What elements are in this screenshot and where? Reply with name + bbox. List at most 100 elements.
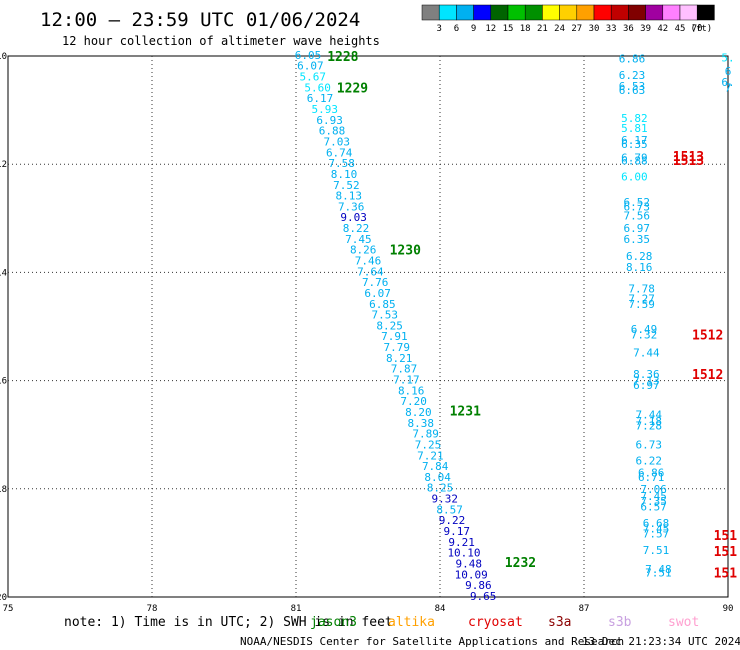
wave-height-point: 5.82 [621, 112, 648, 125]
wave-height-point: 6.71 [638, 471, 665, 484]
colorbar-tick-label: 33 [606, 24, 617, 34]
wave-height-point: 9.86 [465, 579, 492, 592]
wave-height-point: 7.58 [328, 157, 355, 170]
colorbar-swatch [473, 4, 492, 21]
wave-height-point: 6.73 [624, 200, 651, 213]
colorbar-swatch [679, 4, 698, 21]
wave-height-point: 6.52 [624, 196, 651, 209]
wave-height-point: 6.17 [621, 134, 648, 147]
colorbar-swatch [507, 4, 526, 21]
wave-height-point: 7.48 [645, 563, 672, 576]
wave-height-point: 6.17 [307, 92, 334, 105]
colorbar-swatch [628, 4, 646, 21]
wave-height-point: 6. [721, 76, 734, 89]
y-tick-label: -16 [0, 377, 7, 387]
pass-label: 151 [714, 545, 738, 560]
x-tick-label: 84 [435, 604, 446, 614]
wave-height-point: 6.00 [621, 171, 648, 184]
wave-height-point: 7.59 [628, 298, 655, 311]
wave-height-point: 6.22 [636, 455, 663, 468]
wave-height-point: 7.78 [628, 283, 655, 296]
wave-height-point: 6.74 [326, 146, 353, 159]
wave-height-point: 6.57 [640, 501, 667, 514]
wave-height-point: 9.21 [448, 536, 475, 549]
colorbar-swatch [593, 4, 612, 21]
colorbar-tick-label: 24 [554, 24, 565, 34]
colorbar-swatch [610, 4, 629, 21]
colorbar-tick-label: 45 [675, 24, 686, 34]
wave-height-point: 7.89 [412, 428, 439, 441]
wave-height-point: 8.13 [336, 190, 363, 203]
wave-height-point: 7.44 [633, 346, 660, 359]
satellite-legend-item: s3a [548, 615, 571, 630]
colorbar-tick-label: 18 [520, 24, 531, 34]
chart-subtitle: 12 hour collection of altimeter wave hei… [62, 34, 380, 48]
colorbar-swatch [438, 4, 457, 21]
wave-height-point: 6.07 [364, 287, 391, 300]
satellite-legend-item: s3b [608, 615, 632, 630]
pass-label: 1513 [673, 154, 704, 169]
footer-note: note: 1) Time is in UTC; 2) SWH is in fe… [64, 615, 393, 630]
pass-label: 1513 [673, 150, 704, 165]
wave-height-point: 7.64 [357, 265, 384, 278]
x-tick-label: 81 [291, 604, 302, 614]
pass-label: 1512 [692, 329, 723, 344]
wave-height-point: 7.91 [381, 330, 408, 343]
satellite-legend: jason3 altika cryosat s3a s3b swot [310, 615, 699, 630]
x-tick-label: 87 [579, 604, 590, 614]
wave-height-point: 7.45 [640, 490, 667, 503]
wave-height-point: 6.35 [621, 138, 648, 151]
wave-height-point: 6.23 [619, 69, 646, 82]
wave-height-point: 7.87 [391, 363, 418, 376]
wave-height-point: 7.84 [422, 460, 449, 473]
colorbar-tick-label: 6 [454, 24, 459, 34]
wave-height-point: 7 [725, 81, 732, 94]
wave-height-point: 8.16 [398, 384, 425, 397]
wave-height-point: 6 [725, 65, 732, 78]
wave-height-point: 9.17 [444, 525, 471, 538]
colorbar-unit: (ft) [691, 24, 713, 34]
satellite-legend-item: swot [668, 615, 699, 630]
wave-height-point: 8.21 [386, 352, 413, 365]
wave-height-point: 7.57 [643, 528, 670, 541]
pass-labels: 1228122912301231123215131513151215121511… [327, 50, 737, 582]
wave-height-point: 7.32 [631, 329, 658, 342]
pass-label: 151 [714, 529, 738, 544]
pass-label: 1512 [692, 368, 723, 383]
pass-label: 151 [714, 567, 738, 582]
wave-height-point: 6.93 [316, 114, 343, 127]
colorbar-tick-label: 27 [571, 24, 582, 34]
pass-label: 1229 [337, 81, 368, 96]
colorbar-swatch [645, 4, 664, 21]
colorbar-swatch [542, 4, 560, 21]
wave-height-point: 6.49 [631, 323, 658, 336]
x-tick-label: 78 [147, 604, 158, 614]
colorbar-tick-label: 42 [657, 24, 668, 34]
wave-height-point: 7.18 [636, 415, 663, 428]
colorbar-tick-label: 3 [436, 24, 441, 34]
wave-height-point: 6.88 [621, 154, 648, 167]
pass-label: 1232 [505, 556, 536, 571]
chart-title: 12:00 – 23:59 UTC 01/06/2024 [40, 9, 360, 31]
x-tick-label: 75 [3, 604, 14, 614]
colorbar-tick-label: 39 [640, 24, 651, 34]
wave-height-point: 6.97 [633, 379, 660, 392]
wave-height-point: 7.51 [643, 544, 670, 557]
colorbar-legend: 3 6 9 12 15 18 21 24 27 30 33 36 39 42 45 70(ft) [421, 4, 715, 34]
wave-height-point: 6.85 [369, 298, 396, 311]
footer-timestamp: 13 Dec 21:23:34 UTC 2024 [582, 635, 740, 648]
wave-height-point: 6.68 [643, 517, 670, 530]
wave-height-point: 7.25 [415, 438, 442, 451]
wave-height-points: 6.056.075.675.606.175.936.936.887.036.74… [295, 49, 735, 603]
wave-height-point: 6.35 [624, 233, 651, 246]
wave-height-point: 10.10 [447, 547, 480, 560]
wave-height-point: 5.93 [312, 103, 339, 116]
grid-lines [8, 56, 728, 597]
wave-height-point: 8.36 [633, 368, 660, 381]
wave-height-point: 7.06 [640, 483, 667, 496]
satellite-legend-item: cryosat [468, 615, 523, 630]
wave-height-point: 7.13 [633, 375, 660, 388]
wave-height-point: 7.53 [372, 309, 399, 322]
y-tick-label: -14 [0, 268, 7, 278]
